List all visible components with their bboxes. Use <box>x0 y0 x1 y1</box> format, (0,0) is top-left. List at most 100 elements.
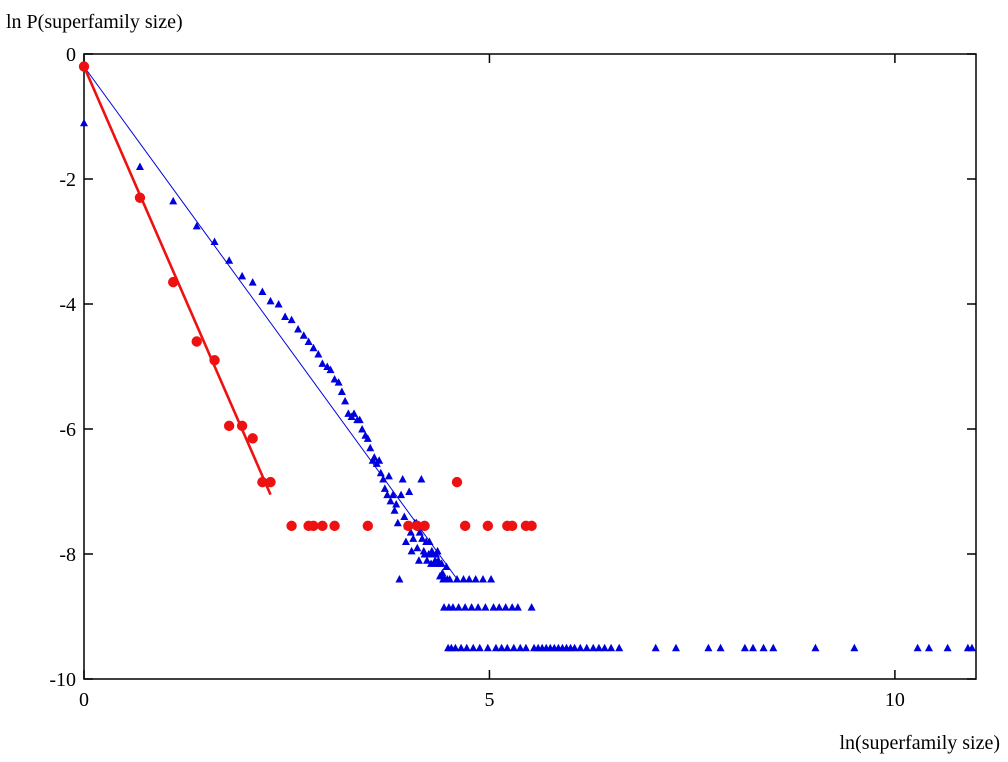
axis-ticks <box>83 53 976 680</box>
data-point-triangle <box>459 575 468 583</box>
data-point-triangle <box>582 643 591 652</box>
data-point-triangle <box>405 487 414 495</box>
data-point-triangle <box>457 643 466 652</box>
data-point-triangle <box>508 603 517 611</box>
data-point-triangle <box>448 603 457 611</box>
data-point-triangle <box>266 296 275 305</box>
data-point-triangle <box>397 490 406 499</box>
data-point-triangle <box>415 528 424 536</box>
data-point-triangle <box>383 490 392 499</box>
data-point-triangle <box>80 118 88 127</box>
data-point-triangle <box>418 534 427 542</box>
data-point-triangle <box>398 475 407 483</box>
data-point-triangle <box>438 568 447 577</box>
data-point-triangle <box>281 312 290 320</box>
data-point-triangle <box>467 603 476 611</box>
data-point-triangle <box>461 603 470 611</box>
data-point-triangle <box>521 643 530 652</box>
data-point-circle <box>329 520 340 532</box>
data-point-triangle <box>453 575 462 583</box>
data-point-triangle <box>516 643 525 652</box>
data-point-triangle <box>967 643 976 652</box>
data-point-triangle <box>169 196 178 205</box>
fit-line <box>83 66 458 580</box>
data-point-triangle <box>407 546 416 555</box>
data-point-triangle <box>274 300 283 308</box>
data-markers <box>78 61 976 652</box>
data-point-triangle <box>651 643 660 652</box>
data-point-triangle <box>390 506 399 514</box>
x-axis-label: ln(superfamily size) <box>840 732 1001 754</box>
data-point-triangle <box>318 359 327 367</box>
data-point-triangle <box>425 537 434 545</box>
data-point-triangle <box>483 643 492 652</box>
data-point-triangle <box>570 643 579 652</box>
data-point-triangle <box>379 475 388 483</box>
data-point-circle <box>209 355 220 366</box>
data-point-triangle <box>671 643 680 652</box>
data-point-triangle <box>326 365 335 374</box>
data-point-triangle <box>759 643 768 652</box>
data-point-triangle <box>376 468 385 477</box>
data-point-triangle <box>442 562 451 570</box>
data-point-triangle <box>924 643 933 652</box>
data-point-triangle <box>509 643 518 652</box>
data-point-triangle <box>192 221 201 230</box>
data-point-circle <box>419 520 430 532</box>
x-tick-label: 0 <box>79 689 89 711</box>
data-point-circle <box>459 520 471 532</box>
x-tick-label: 10 <box>885 689 905 711</box>
data-point-triangle <box>309 343 318 352</box>
data-point-triangle <box>386 496 395 505</box>
data-point-circle <box>526 520 537 532</box>
data-point-triangle <box>850 643 859 652</box>
data-point-circle <box>247 433 258 444</box>
data-point-triangle <box>414 556 423 564</box>
data-point-triangle <box>334 378 343 386</box>
data-point-triangle <box>497 643 506 652</box>
axis-tick-labels: 0 5 10 0 -2 -4 -6 -8 -10 <box>49 44 905 711</box>
data-point-triangle <box>350 409 359 417</box>
data-point-circle <box>286 520 297 532</box>
data-point-circle <box>451 476 463 488</box>
data-point-triangle <box>299 331 308 339</box>
data-point-triangle <box>341 396 350 405</box>
data-point-triangle <box>337 387 346 395</box>
data-point-triangle <box>363 434 372 442</box>
data-point-triangle <box>451 643 460 652</box>
data-point-circle <box>223 420 235 432</box>
data-point-triangle <box>392 500 401 508</box>
data-point-triangle <box>462 643 471 652</box>
data-point-triangle <box>287 315 296 324</box>
data-point-triangle <box>501 603 510 611</box>
data-point-triangle <box>238 271 247 280</box>
y-tick-label: -2 <box>59 169 76 191</box>
data-point-triangle <box>503 643 512 652</box>
data-point-triangle <box>294 325 303 333</box>
data-point-triangle <box>225 256 234 264</box>
data-point-triangle <box>423 556 432 564</box>
data-point-circle <box>362 520 374 532</box>
data-point-circle <box>412 520 423 532</box>
data-point-triangle <box>366 443 375 452</box>
data-point-circle <box>168 276 179 288</box>
data-point-triangle <box>330 375 339 383</box>
data-point-circle <box>317 520 328 532</box>
data-point-triangle <box>210 237 219 245</box>
data-point-triangle <box>474 603 483 611</box>
data-point-circle <box>265 476 276 488</box>
data-point-triangle <box>393 518 402 527</box>
data-point-circle <box>78 61 90 72</box>
data-point-triangle <box>469 643 478 652</box>
data-point-triangle <box>388 490 397 499</box>
data-point-triangle <box>487 575 496 583</box>
y-tick-label: -6 <box>59 419 76 441</box>
data-point-triangle <box>370 453 379 461</box>
data-point-triangle <box>258 287 267 295</box>
data-point-circle <box>257 476 268 488</box>
data-point-circle <box>134 192 146 203</box>
data-point-triangle <box>594 643 603 652</box>
data-point-circle <box>308 520 319 532</box>
data-point-triangle <box>401 537 410 545</box>
plot-frame <box>83 53 977 680</box>
